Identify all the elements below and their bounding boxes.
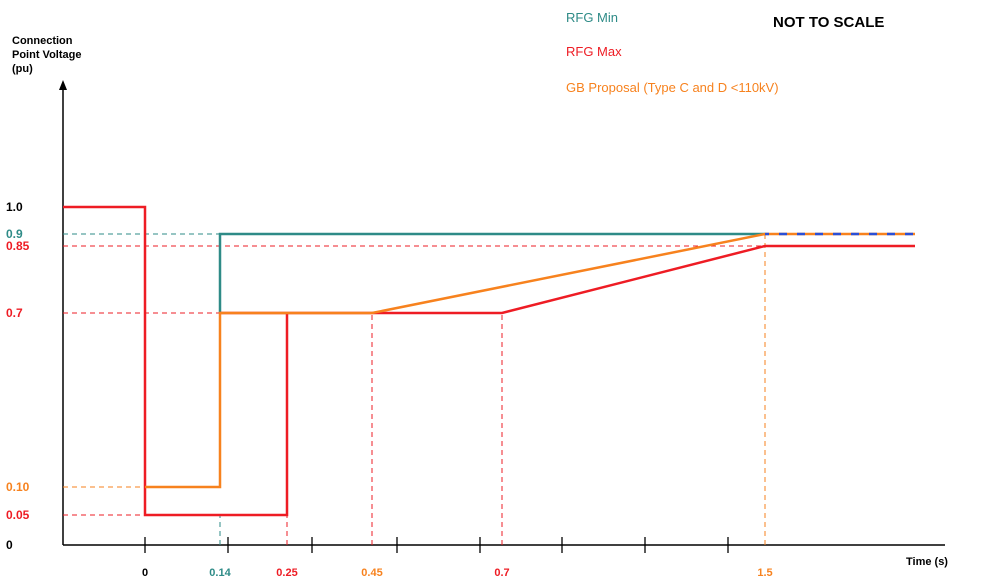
y-tick-label-5: 0.05 xyxy=(6,508,30,522)
legend-rfg-max: RFG Max xyxy=(566,44,622,59)
x-tick-label-0: 0 xyxy=(142,567,148,579)
y-tick-label-4: 0.10 xyxy=(6,480,30,494)
y-tick-label-6: 0 xyxy=(6,538,13,552)
series-line-1 xyxy=(63,205,915,517)
y-axis-arrow xyxy=(59,80,67,90)
series-lines xyxy=(63,205,915,517)
x-tick-labels: 0 0.14 0.25 0.45 0.7 1.5 xyxy=(142,567,773,579)
y-tick-label-1: 0.9 xyxy=(6,227,23,241)
y-axis-title-line-2: Point Voltage xyxy=(12,49,81,61)
x-tick-label-4: 0.7 xyxy=(494,567,509,579)
y-axis-title-line-3: (pu) xyxy=(12,63,33,75)
series-line-2 xyxy=(145,232,915,489)
x-axis-title: Time (s) xyxy=(906,556,948,568)
y-tick-label-3: 0.7 xyxy=(6,306,23,320)
x-tick-label-1: 0.14 xyxy=(209,567,231,579)
series-line-0 xyxy=(218,232,765,313)
x-tick-label-3: 0.45 xyxy=(361,567,382,579)
legend-rfg-min: RFG Min xyxy=(566,10,618,25)
note-not-to-scale: NOT TO SCALE xyxy=(773,14,884,31)
x-axis-tick-marks xyxy=(144,537,729,553)
y-tick-label-2: 0.85 xyxy=(6,239,30,253)
y-axis-title-line-1: Connection xyxy=(12,35,73,47)
legend-gb-proposal: GB Proposal (Type C and D <110kV) xyxy=(566,80,779,95)
y-tick-labels: 1.0 0.90.85 0.7 0.10 0.05 0 xyxy=(6,200,30,552)
y-tick-label-0: 1.0 xyxy=(6,200,23,214)
guide-lines xyxy=(63,233,766,545)
x-tick-label-2: 0.25 xyxy=(276,567,297,579)
x-tick-label-5: 1.5 xyxy=(757,567,772,579)
